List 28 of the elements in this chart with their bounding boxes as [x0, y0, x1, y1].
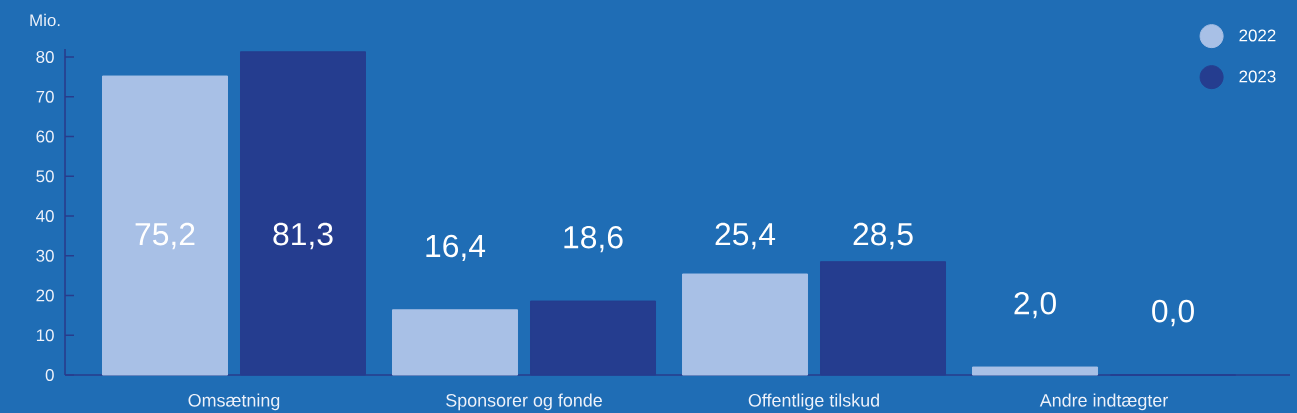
data-label: 28,5	[853, 222, 913, 250]
bar	[972, 366, 1099, 376]
y-tick-label: 40	[36, 209, 54, 222]
data-label: 2,0	[1014, 291, 1056, 319]
bar	[682, 273, 809, 376]
y-tick-label: 30	[36, 249, 54, 262]
legend-label: 2023	[1239, 70, 1276, 83]
data-label: 81,3	[273, 222, 333, 250]
data-label: 75,2	[135, 222, 195, 250]
y-tick-label: 20	[36, 289, 54, 302]
y-tick-label: 80	[36, 50, 54, 63]
legend-label: 2022	[1239, 29, 1276, 42]
y-tick-label: 10	[36, 329, 54, 342]
y-tick-label: 60	[36, 130, 54, 143]
bar	[392, 309, 519, 376]
y-tick-label: 50	[36, 170, 54, 183]
data-label: 16,4	[426, 234, 486, 261]
data-label: 0,0	[1152, 299, 1194, 327]
y-tick-label: 70	[36, 90, 54, 103]
x-tick-label: Omsætning	[188, 393, 280, 411]
y-tick-label: 0	[45, 369, 54, 381]
data-label: 25,4	[715, 222, 776, 250]
y-axis-title: Mio.	[30, 13, 60, 27]
data-label: 18,6	[564, 225, 623, 253]
x-tick-label: Sponsorer og fonde	[446, 393, 602, 411]
x-tick-label: Andre indtægter	[1039, 393, 1168, 411]
x-tick-label: Offentlige tilskud	[748, 393, 879, 411]
bar	[102, 75, 229, 376]
